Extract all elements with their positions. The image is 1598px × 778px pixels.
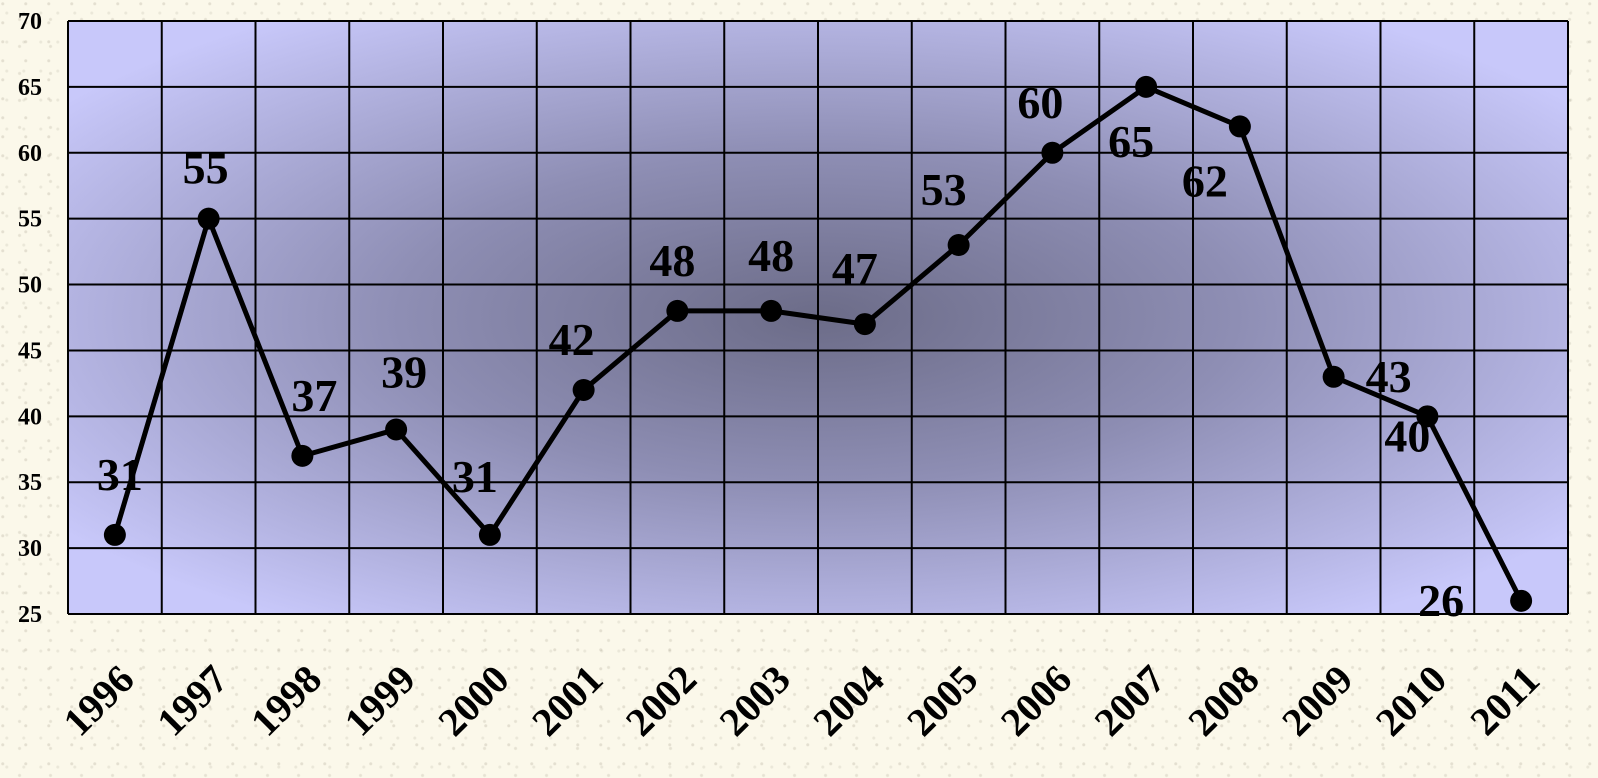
data-labels-group: 31 55 37 39 31 42 48 48 47 53 60 65 62 43 40 26: [97, 77, 1464, 626]
data-label: 65: [1108, 116, 1154, 167]
y-tick-label: 25: [18, 602, 42, 628]
x-tick-label: 1997: [148, 656, 236, 744]
y-tick-label: 60: [18, 141, 42, 167]
data-label: 31: [452, 451, 498, 502]
data-label: 48: [748, 230, 794, 281]
x-tick-label: 2005: [898, 656, 986, 744]
x-tick-label: 2003: [711, 656, 799, 744]
x-tick-label: 2010: [1367, 656, 1455, 744]
x-tick-label: 1996: [54, 656, 142, 744]
data-point: [666, 299, 689, 322]
x-tick-label: 1998: [242, 656, 330, 744]
y-tick-label: 55: [18, 207, 42, 233]
data-point: [1228, 115, 1251, 138]
y-tick-label: 40: [18, 404, 42, 430]
markers-group: [103, 75, 1533, 612]
data-point: [103, 523, 126, 546]
y-tick-label: 30: [18, 536, 42, 562]
data-label: 43: [1366, 351, 1412, 402]
data-point: [1416, 405, 1439, 428]
data-label: 26: [1418, 575, 1464, 626]
data-label: 40: [1384, 410, 1430, 461]
x-axis-ticks: 1996 1997 1998 1999 2000 2001 2002 2003 2004 2005…: [54, 656, 1548, 744]
data-point: [853, 313, 876, 336]
data-point: [478, 523, 501, 546]
data-point: [197, 207, 220, 230]
data-label: 60: [1017, 77, 1063, 128]
y-tick-label: 35: [18, 470, 42, 496]
data-label: 48: [649, 235, 695, 286]
x-tick-label: 2008: [1179, 656, 1267, 744]
data-point: [1510, 589, 1533, 612]
data-label: 39: [381, 347, 427, 398]
x-tick-label: 2002: [617, 656, 705, 744]
y-tick-label: 45: [18, 338, 42, 364]
x-tick-label: 2009: [1273, 656, 1361, 744]
series-line-group: [112, 84, 1524, 602]
x-tick-label: 2011: [1461, 657, 1548, 744]
data-label: 53: [921, 164, 967, 215]
x-tick-label: 1999: [336, 656, 424, 744]
data-point: [1322, 365, 1345, 388]
y-tick-label: 70: [18, 9, 42, 35]
x-tick-label: 2006: [992, 656, 1080, 744]
x-tick-label: 2004: [804, 656, 892, 744]
y-axis-ticks: 25 30 35 40 45 50 55 60 65 70: [18, 9, 42, 628]
data-label: 55: [183, 143, 229, 194]
data-point: [1135, 75, 1158, 98]
series-line: [112, 84, 1524, 602]
y-tick-label: 50: [18, 273, 42, 299]
gridlines: [67, 20, 1569, 615]
data-point: [947, 234, 970, 257]
x-tick-label: 2000: [429, 656, 517, 744]
data-label: 31: [97, 449, 143, 500]
data-point: [291, 444, 314, 467]
x-tick-label: 2007: [1086, 656, 1174, 744]
data-point: [572, 378, 595, 401]
y-tick-label: 65: [18, 75, 42, 101]
data-label: 62: [1182, 155, 1228, 206]
data-label: 37: [291, 370, 337, 421]
data-label: 47: [832, 243, 878, 294]
x-tick-label: 2001: [523, 656, 611, 744]
data-label: 42: [549, 314, 595, 365]
data-point: [760, 299, 783, 322]
data-point: [1041, 141, 1064, 164]
data-point: [385, 418, 408, 441]
